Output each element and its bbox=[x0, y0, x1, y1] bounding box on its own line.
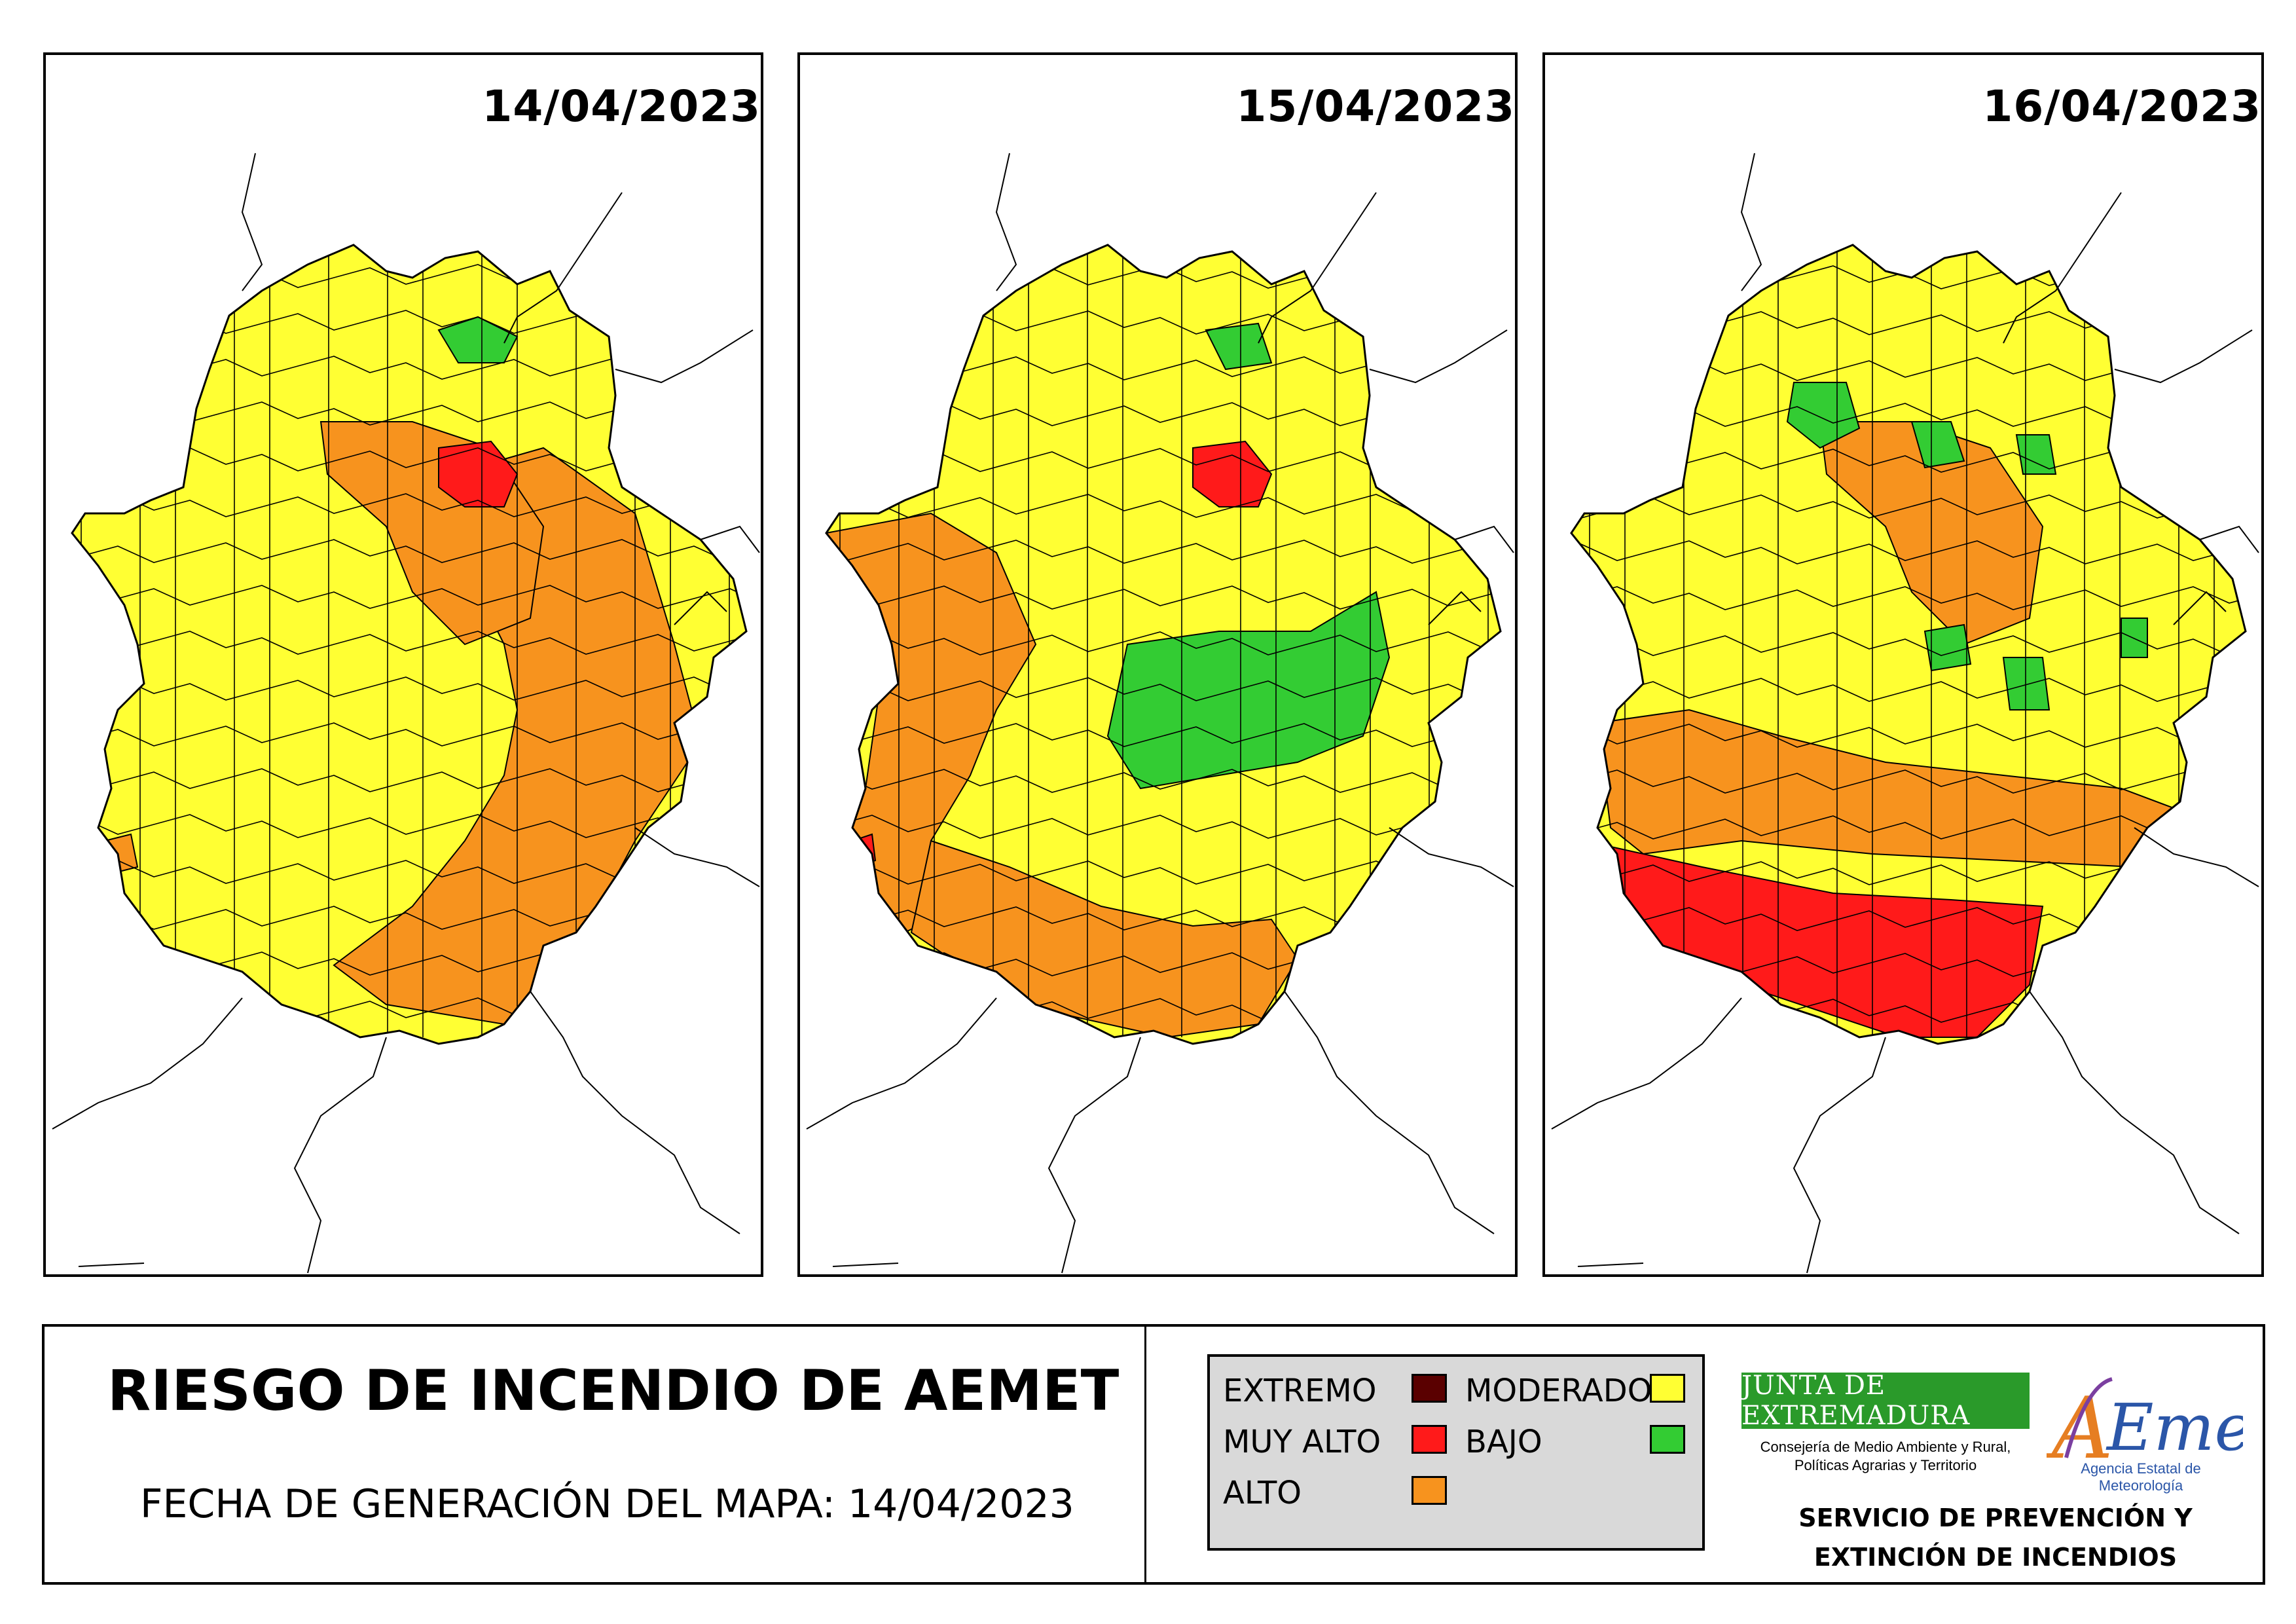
legend-label: MODERADO bbox=[1465, 1373, 1652, 1409]
neighbour-border-line bbox=[1551, 997, 1742, 1130]
neighbour-border-line bbox=[2134, 827, 2259, 887]
legend-swatch-alto bbox=[1412, 1476, 1447, 1505]
neighbour-border-line bbox=[2114, 329, 2253, 384]
map-date-day2: 15/04/2023 bbox=[1236, 81, 1515, 132]
risk-zone-bajo bbox=[1923, 618, 2148, 710]
neighbour-border-line bbox=[1048, 1037, 1141, 1274]
neighbour-border-line bbox=[1369, 329, 1508, 384]
risk-zone-muy-alto bbox=[851, 833, 877, 868]
aemet-subtitle: Agencia Estatal de Meteorología bbox=[2081, 1460, 2201, 1494]
legend-item-moderado: MODERADO bbox=[1465, 1373, 1652, 1409]
aemet-logo-text: Emet bbox=[2105, 1391, 2243, 1466]
service-line-1: SERVICIO DE PREVENCIÓN Y bbox=[1798, 1504, 2193, 1532]
footer-divider bbox=[1144, 1327, 1146, 1582]
service-line-2: EXTINCIÓN DE INCENDIOS bbox=[1813, 1543, 2178, 1572]
legend-item-extremo: EXTREMO bbox=[1223, 1373, 1377, 1409]
neighbour-border-line bbox=[1284, 991, 1495, 1234]
neighbour-border-line bbox=[1577, 1263, 1644, 1267]
region-outline bbox=[1570, 244, 2247, 1045]
legend-swatch-extremo bbox=[1412, 1374, 1447, 1403]
legend-swatch-bajo bbox=[1650, 1425, 1685, 1454]
service-title: SERVICIO DE PREVENCIÓN Y EXTINCIÓN DE IN… bbox=[1747, 1498, 2244, 1577]
legend-swatch-moderado bbox=[1650, 1374, 1685, 1403]
neighbour-border-line bbox=[78, 1263, 145, 1267]
legend: EXTREMO MUY ALTO ALTO MODERADO BAJO bbox=[1207, 1354, 1705, 1551]
neighbour-border-line bbox=[2173, 591, 2227, 625]
map-panel-day3: 16/04/2023 bbox=[1542, 52, 2264, 1277]
legend-label: EXTREMO bbox=[1223, 1373, 1377, 1409]
risk-zone-muy-alto bbox=[438, 440, 519, 507]
legend-item-muy-alto: MUY ALTO bbox=[1223, 1424, 1381, 1460]
legend-item-alto: ALTO bbox=[1223, 1475, 1302, 1511]
neighbour-border-line bbox=[1428, 591, 1482, 625]
neighbour-border-line bbox=[806, 997, 997, 1130]
neighbour-border-line bbox=[1793, 1037, 1886, 1274]
map-date-day3: 16/04/2023 bbox=[1982, 81, 2261, 132]
risk-map-day1 bbox=[52, 153, 760, 1274]
neighbour-border-line bbox=[1389, 827, 1514, 887]
neighbour-border-line bbox=[832, 1263, 899, 1267]
neighbour-border-line bbox=[2199, 525, 2259, 553]
page-title: RIESGO DE INCENDIO DE AEMET bbox=[107, 1358, 1120, 1424]
neighbour-border-line bbox=[1454, 525, 1514, 553]
neighbour-border-line bbox=[503, 192, 623, 344]
neighbour-border-line bbox=[2029, 991, 2240, 1234]
legend-label: MUY ALTO bbox=[1223, 1424, 1381, 1460]
map-panel-day2: 15/04/2023 bbox=[797, 52, 1518, 1277]
neighbour-border-line bbox=[1258, 192, 1377, 344]
aemet-logo: A Emet bbox=[2047, 1377, 2243, 1478]
neighbour-border-line bbox=[674, 591, 727, 625]
map-panel-day1: 14/04/2023 bbox=[43, 52, 763, 1277]
region-outline bbox=[825, 244, 1502, 1045]
legend-item-bajo: BAJO bbox=[1465, 1424, 1542, 1460]
junta-subtitle: Consejería de Medio Ambiente y Rural, Po… bbox=[1760, 1439, 2011, 1473]
neighbour-border-line bbox=[700, 525, 760, 553]
region-outline bbox=[71, 244, 748, 1045]
neighbour-border-line bbox=[2003, 192, 2122, 344]
risk-map-day3 bbox=[1551, 153, 2259, 1274]
neighbour-border-line bbox=[634, 827, 760, 887]
footer-panel: RIESGO DE INCENDIO DE AEMET FECHA DE GEN… bbox=[42, 1324, 2265, 1585]
risk-map-day2 bbox=[806, 153, 1514, 1274]
neighbour-border-line bbox=[1740, 153, 1762, 291]
generation-date: FECHA DE GENERACIÓN DEL MAPA: 14/04/2023 bbox=[140, 1481, 1074, 1527]
risk-zone-muy-alto bbox=[1192, 440, 1273, 507]
aemet-logo-a: A bbox=[2047, 1378, 2113, 1478]
neighbour-border-line bbox=[52, 997, 243, 1130]
neighbour-border-line bbox=[293, 1037, 387, 1274]
legend-swatch-muy-alto bbox=[1412, 1425, 1447, 1454]
legend-label: BAJO bbox=[1465, 1424, 1542, 1460]
neighbour-border-line bbox=[530, 991, 740, 1234]
legend-label: ALTO bbox=[1223, 1475, 1302, 1511]
aemet-swoosh-icon bbox=[2064, 1377, 2113, 1458]
neighbour-border-line bbox=[241, 153, 263, 291]
map-date-day1: 14/04/2023 bbox=[482, 81, 761, 132]
junta-extremadura-logo: JUNTA DE EXTREMADURA bbox=[1741, 1371, 2030, 1431]
neighbour-border-line bbox=[615, 329, 754, 384]
neighbour-border-line bbox=[995, 153, 1017, 291]
